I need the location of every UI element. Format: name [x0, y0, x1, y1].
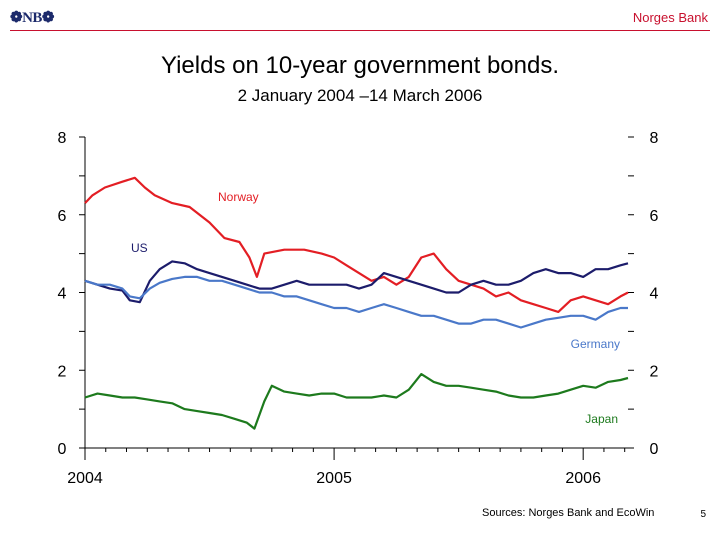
norges-bank-logo: ❁NB❁: [10, 8, 55, 27]
series-line-japan: [84, 373, 629, 430]
page-number: 5: [700, 509, 706, 520]
chart-series: [84, 176, 629, 430]
x-tick-label: 2004: [67, 470, 103, 487]
x-tick-label: 2006: [565, 470, 601, 487]
chart-series-labels: Norway US Germany Japan: [131, 190, 620, 426]
source-note: Sources: Norges Bank and EcoWin: [482, 507, 655, 519]
y-tick-label-left: 4: [58, 286, 67, 303]
y-tick-label-right: 8: [650, 130, 659, 147]
bank-name: Norges Bank: [632, 10, 708, 25]
y-tick-label-right: 0: [650, 441, 659, 458]
series-line-germany: [84, 275, 628, 329]
series-label-germany: Germany: [571, 337, 620, 351]
series-label-us: US: [131, 241, 148, 255]
y-tick-label-right: 6: [650, 208, 659, 225]
y-tick-label-right: 4: [650, 286, 659, 303]
logo-text: NB: [22, 10, 42, 26]
chart-axes: 0 0 2 2 4 4 6 6 8 8 2004 2005 2006: [58, 130, 659, 487]
x-tick-label: 2005: [316, 470, 352, 487]
header-divider: [10, 30, 710, 31]
y-tick-label-left: 8: [58, 130, 67, 147]
y-tick-label-left: 2: [58, 363, 67, 380]
y-tick-label-left: 0: [58, 441, 67, 458]
series-label-norway: Norway: [218, 190, 259, 204]
chart-subtitle: 2 January 2004 –14 March 2006: [237, 86, 483, 105]
logo-right-ornament-icon: ❁: [41, 10, 55, 26]
series-line-us: [84, 260, 629, 304]
series-label-japan: Japan: [585, 412, 618, 426]
y-tick-label-right: 2: [650, 363, 659, 380]
y-tick-label-left: 6: [58, 208, 67, 225]
series-line-norway: [84, 176, 629, 313]
logo-left-ornament-icon: ❁: [10, 10, 23, 26]
chart-title: Yields on 10-year government bonds.: [160, 52, 559, 79]
